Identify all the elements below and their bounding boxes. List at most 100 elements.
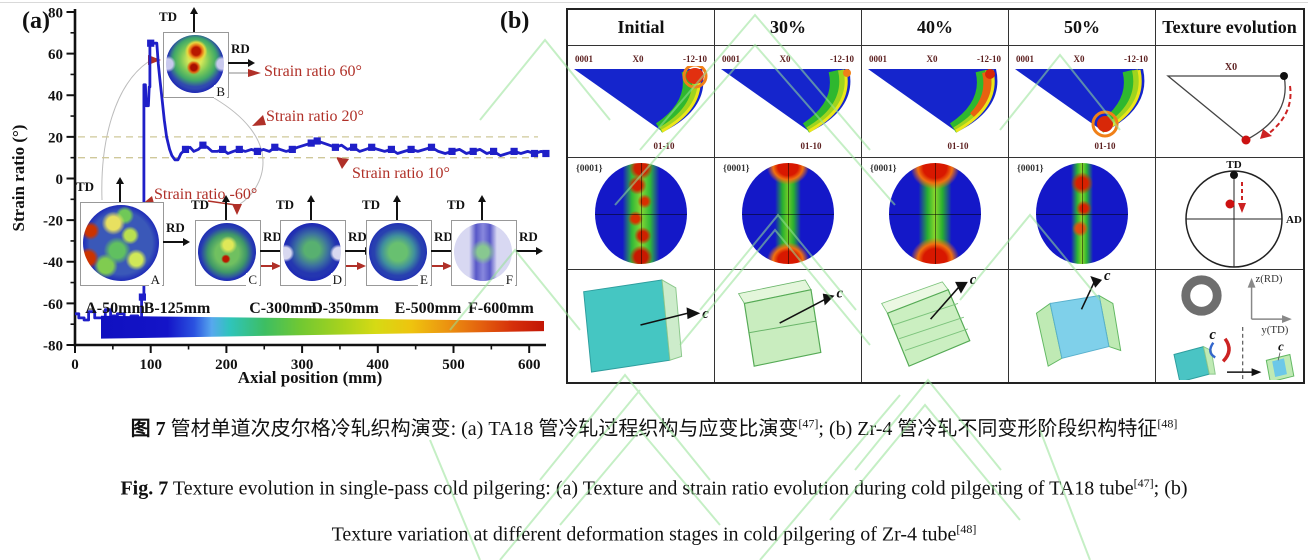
td-axis-label: TD — [191, 197, 210, 212]
svg-text:0: 0 — [56, 172, 64, 188]
ipf-label-0001: 0001 — [1016, 54, 1034, 64]
svg-text:500: 500 — [442, 357, 465, 373]
page-top-rule — [0, 2, 1308, 3]
pf-0001-label: {0001} — [1017, 164, 1044, 174]
stage-label-b: B-125mm — [143, 300, 211, 317]
pole-figure-inset-b: TD B RD — [139, 7, 271, 108]
ipf-label-x0: X0 — [1073, 54, 1085, 64]
pole-figure-inset-f: TD F RD — [427, 195, 559, 296]
panel-b-texture-table: Initial 30% 40% 50% Texture evolution 00… — [566, 8, 1305, 384]
inset-letter: D — [330, 272, 344, 287]
stage-label-d: D-350mm — [311, 300, 379, 317]
c-axis-label: c — [1209, 327, 1216, 343]
crystal-cell-30: c — [715, 270, 862, 382]
pole-figure-inset-c: TD C RD — [171, 195, 303, 296]
stage-label-f: F-600mm — [468, 300, 534, 317]
crystal-evolution-diagram: z(RD) y(TD) c c — [1173, 273, 1295, 382]
pole-figure-image-e — [369, 223, 427, 281]
caption-en-text-3: Texture variation at different deformati… — [331, 523, 957, 546]
svg-text:20: 20 — [48, 130, 63, 146]
crystal-cell-50: c — [1009, 270, 1156, 382]
td-axis-label: TD — [447, 197, 466, 212]
ipf-cell-40: 0001 X0 -12-10 01-10 — [862, 46, 1009, 158]
pole-figure-frame: B — [163, 32, 229, 98]
c-axis-label: c — [970, 272, 977, 288]
td-axis-arrow-icon — [478, 195, 486, 220]
c-axis-label: c — [836, 286, 843, 302]
pf-0001-label: {0001} — [576, 164, 603, 174]
ipf-label-x0: X0 — [926, 54, 938, 64]
td-axis-arrow-icon — [190, 7, 198, 32]
red-rotation-arrow — [1221, 337, 1231, 363]
caption-line-en-2: Texture variation at different deformati… — [0, 522, 1308, 547]
caption-en-figure-number: Fig. 7 — [120, 477, 169, 500]
caption-zh-figure-number: 图 7 — [130, 418, 166, 440]
ipf-triangle-50 — [1015, 69, 1145, 138]
ipf-label-0001: 0001 — [869, 54, 887, 64]
td-axis-label: TD — [362, 197, 381, 212]
ipf-label-01-10: 01-10 — [1094, 141, 1116, 151]
svg-text:100: 100 — [139, 357, 162, 373]
z-rd-axis-label: z(RD) — [1256, 273, 1283, 285]
rd-axis-label: RD — [348, 229, 367, 244]
annotation-strain-ratio-minus-60: Strain ratio -60° — [154, 186, 258, 203]
td-axis-arrow-icon — [222, 195, 230, 220]
svg-text:0: 0 — [71, 357, 79, 373]
c-axis-label: c — [1104, 270, 1111, 284]
pf-image-40 — [889, 163, 981, 264]
rd-axis-label: RD — [263, 229, 282, 244]
svg-text:300: 300 — [291, 357, 314, 373]
ipf-label--12-10: -12-10 — [977, 54, 1001, 64]
c-axis-label: c — [702, 306, 709, 322]
blue-rotation-arrow — [1209, 341, 1216, 359]
rd-axis-label: RD — [166, 220, 185, 235]
crystal-cell-initial: c — [568, 270, 715, 382]
rd-axis-arrow-icon — [228, 59, 255, 67]
annotation-strain-ratio-20: Strain ratio 20° — [266, 108, 364, 125]
pole-figure-inset-a: TD A RD — [56, 177, 190, 286]
td-axis-arrow-icon — [116, 177, 124, 202]
pf-evolution-diagram: TD AD — [1185, 159, 1302, 268]
crystal-cell-40: c — [862, 270, 1009, 382]
table-header-texture-evolution: Texture evolution — [1156, 10, 1303, 46]
x-axis-title: Axial position (mm) — [238, 368, 383, 387]
pole-figure-image-c — [198, 223, 256, 281]
pole-figure-frame: D — [280, 220, 346, 286]
svg-text:80: 80 — [48, 5, 63, 21]
pf-evolution-cell: TD AD — [1156, 158, 1303, 270]
pf-image-30 — [742, 163, 834, 264]
svg-text:200: 200 — [215, 357, 238, 373]
ipf-label--12-10: -12-10 — [830, 54, 854, 64]
pole-figure-image-d — [283, 223, 341, 281]
pole-figure-image-b — [166, 35, 224, 93]
y-axis-title: Strain ratio (°) — [9, 125, 28, 232]
caption-en-ref-47: [47] — [1133, 476, 1154, 490]
svg-text:60: 60 — [48, 47, 63, 63]
ipf-cell-initial: 0001 X0 -12-10 01-10 — [568, 46, 715, 158]
ipf-evolution-diagram: X0 — [1166, 62, 1292, 145]
pf-0001-label: {0001} — [723, 164, 750, 174]
inset-letter: B — [214, 84, 227, 99]
evolution-td-label: TD — [1226, 159, 1241, 171]
caption-zh-ref-48: [48] — [1157, 416, 1178, 431]
ipf-label-0001: 0001 — [722, 54, 740, 64]
caption-en-text-1: Texture evolution in single-pass cold pi… — [168, 477, 1134, 500]
stage-label-e: E-500mm — [394, 300, 462, 317]
stage-label-c: C-300mm — [249, 300, 317, 317]
c-axis-label-small: c — [1278, 340, 1284, 354]
svg-text:-60: -60 — [43, 297, 63, 313]
pole-figure-inset-e: TD E RD — [342, 195, 474, 296]
ipf-corner-labels: 0001 X0 -12-10 — [1016, 54, 1148, 64]
table-header-50: 50% — [1009, 10, 1156, 46]
caption-line-en-1: Fig. 7 Texture evolution in single-pass … — [0, 476, 1308, 501]
rd-axis-label: RD — [519, 229, 538, 244]
pf-cell-30: {0001} — [715, 158, 862, 270]
end-pole-dot — [1225, 199, 1235, 209]
stage-label-a: A-50mm — [85, 300, 145, 317]
tube-fem-color-wedge — [101, 315, 544, 339]
table-header-40: 40% — [862, 10, 1009, 46]
pole-figure-frame: C — [195, 220, 261, 286]
crystal-40: c — [881, 272, 977, 367]
evolution-ad-label: AD — [1286, 214, 1302, 226]
